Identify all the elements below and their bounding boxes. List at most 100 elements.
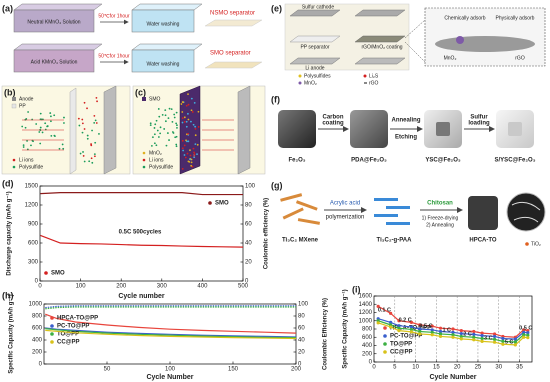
cathode [289,9,341,17]
ion [181,147,184,150]
legend-label: Polysulfide [149,164,173,170]
y-tick-label: 1400 [359,302,373,308]
pp-separator [69,87,77,175]
data-point [492,334,497,339]
ion [183,120,186,123]
data-point [480,334,484,338]
pac-sheets [374,198,410,225]
y2-tick-label: 20 [298,350,305,356]
panel-label: (i) [352,284,361,294]
ion [197,125,200,128]
y-tick-label: 400 [32,338,43,344]
zoom-view [506,192,546,232]
data-point [451,335,455,339]
legend-label: Li₂S [369,73,379,79]
data-point [501,339,505,343]
data-point [526,336,530,340]
legend-marker [44,271,48,275]
rate-label: 0.5 C [419,323,432,329]
ion [98,133,100,135]
y-tick-label: 1000 [359,318,373,324]
legend-key [11,103,17,109]
data-point [451,330,455,334]
ion [35,123,38,125]
panel-label: (c) [135,87,146,97]
x-tick-label: 300 [157,284,168,290]
y-tick-label: 1200 [25,203,39,209]
y-tick-label: 200 [362,351,373,357]
x-tick-label: 30 [495,365,502,371]
legend-marker [50,316,54,320]
ion [185,125,188,128]
trough [131,9,195,33]
ion [161,113,164,116]
ion [180,103,183,105]
x-tick-label: 5 [393,365,397,371]
step-label: 50℃for 1hour [98,53,130,59]
data-point [492,337,497,341]
y-tick-label: 0 [39,362,43,368]
ion [185,104,188,107]
ion [83,128,86,130]
y-tick-label: 900 [28,222,39,228]
cube [350,110,388,148]
data-point [480,331,484,335]
inset-label: Physically adsorb [496,15,535,21]
data-point [459,329,463,333]
ion [155,119,158,122]
pp-separator [289,35,341,43]
ion [39,126,42,129]
legend-marker [50,332,54,336]
rate-label: 3 C [484,335,493,341]
ion [61,143,64,146]
legend-label: TO@PP [390,342,412,348]
legend-label: SMO [215,201,229,207]
step-label: polymerization [326,215,365,221]
y2-tick-label: 40 [245,241,252,247]
ion [94,119,97,122]
ion [82,151,84,153]
data-point [501,342,505,346]
y-tick-label: 1600 [359,294,373,300]
ion [58,147,61,150]
ion [185,120,188,123]
ion [26,140,28,142]
data-point [409,320,414,324]
panel-b: (b) Anode PP Li ions Polysulfide [1,85,131,175]
ion [150,144,153,147]
ion [165,144,168,147]
ion [94,141,97,144]
ion [192,147,195,150]
ion [77,117,80,120]
data-point [430,328,434,332]
ion [175,135,178,138]
ion [93,114,96,117]
ion [190,120,192,123]
x-tick-label: 35 [516,365,523,371]
trough-top [131,3,203,11]
series-line [377,322,528,346]
step-label: coating [322,121,344,127]
y-axis-title: Specific Capacity (mAh g⁻¹) [342,289,349,368]
ion [63,116,65,119]
sheet [282,207,304,220]
panel-label: (g) [271,180,283,190]
ion [21,125,24,128]
sheet [386,206,410,209]
x-tick-label: 500 [238,284,249,290]
legend-key [298,81,302,85]
ion [151,136,154,139]
data-point [397,319,401,323]
y-tick-label: 1500 [25,184,39,190]
smo-separator [179,85,201,175]
ion [166,132,169,134]
ion [82,155,85,157]
anode [237,85,251,175]
y-axis-title: Specific Capacity (mAh g⁻¹) [8,294,15,373]
material-label: PDA@Fe₂O₃ [351,158,387,164]
material-label: Fe₂O₃ [288,158,305,164]
data-point [397,324,401,328]
series-line [40,234,244,248]
data-point [409,327,414,332]
ion [170,108,173,110]
